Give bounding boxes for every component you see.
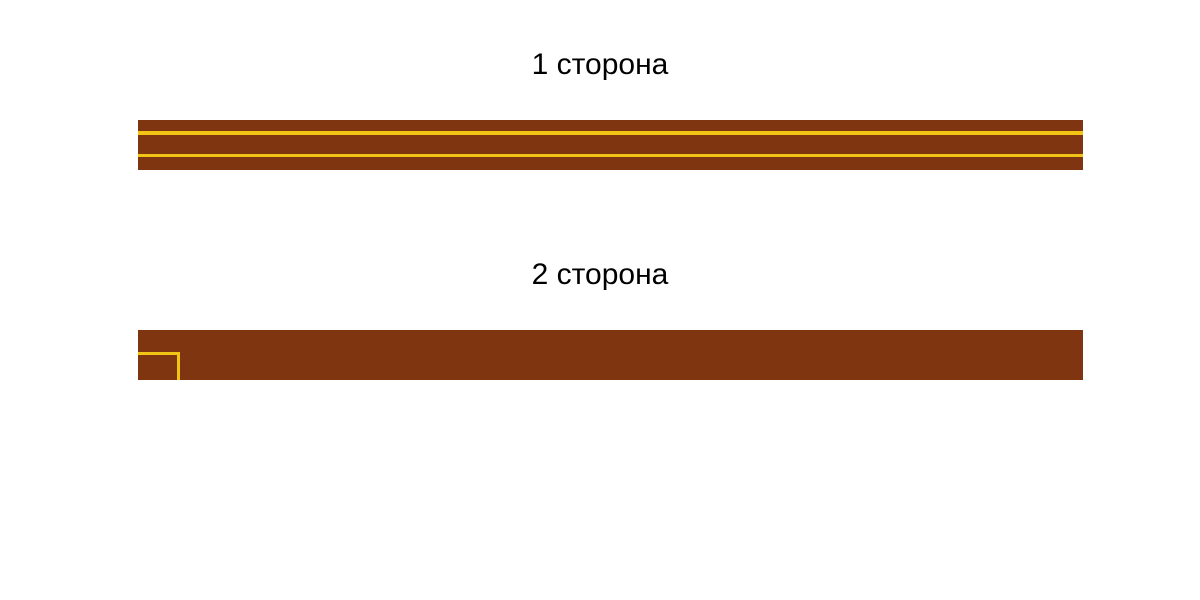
side-2-bar-container bbox=[138, 330, 1083, 380]
side-1-stripe-bottom bbox=[138, 154, 1083, 157]
side-1-stripe-top bbox=[138, 131, 1083, 135]
side-2-corner-mark bbox=[138, 352, 180, 380]
side-2-label: 2 сторона bbox=[532, 258, 669, 292]
side-2-bar bbox=[138, 330, 1083, 380]
side-1-bar-container bbox=[138, 120, 1083, 170]
side-1-bar bbox=[138, 120, 1083, 170]
side-1-label: 1 сторона bbox=[532, 48, 669, 82]
